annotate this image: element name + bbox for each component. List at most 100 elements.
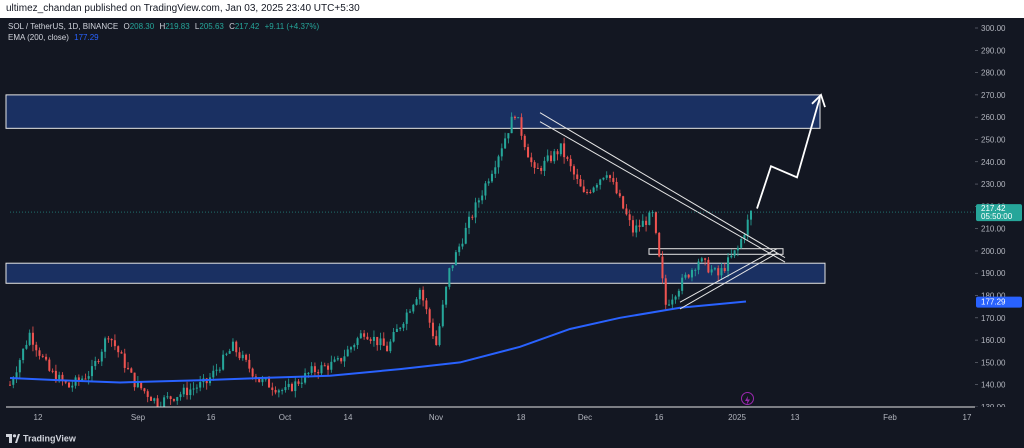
candle-body xyxy=(359,333,362,339)
candle-body xyxy=(451,265,454,269)
candle-body xyxy=(277,390,280,393)
candle-body xyxy=(327,365,330,370)
close-value: 217.42 xyxy=(234,22,260,31)
candle-body xyxy=(635,225,638,233)
candle-body xyxy=(671,299,674,305)
candle-body xyxy=(523,135,526,148)
time-label: Sep xyxy=(131,413,146,422)
candle-body xyxy=(336,358,339,360)
ema-label: EMA (200, close) xyxy=(8,33,69,42)
candle-body xyxy=(707,259,710,273)
candle-body xyxy=(163,397,166,407)
time-axis-bg xyxy=(0,407,1024,428)
candle-body xyxy=(22,348,25,361)
candle-body xyxy=(84,378,87,380)
candle-body xyxy=(179,394,182,398)
time-label: 14 xyxy=(344,413,353,422)
price-chart[interactable]: 300.00 290.00 280.00 270.00 260.00 250.00 240.… xyxy=(0,18,1024,428)
candle-body xyxy=(530,157,533,163)
ema-price-label: 177.29 xyxy=(981,298,1006,307)
candle-body xyxy=(228,350,231,354)
candle-body xyxy=(736,247,739,251)
candle-body xyxy=(64,380,67,383)
candle-body xyxy=(428,309,431,323)
candle-body xyxy=(520,117,523,136)
candle-body xyxy=(297,381,300,384)
candle-body xyxy=(77,377,80,381)
projection-path xyxy=(756,96,821,209)
candle-body xyxy=(130,368,133,373)
candle-body xyxy=(490,173,493,182)
last-price-label: 217.42 xyxy=(981,204,1006,213)
candle-body xyxy=(684,274,687,278)
candle-body xyxy=(664,278,667,305)
drawings-layer xyxy=(10,93,975,310)
zones-layer xyxy=(5,94,826,284)
candle-body xyxy=(723,268,726,272)
candle-body xyxy=(582,186,585,193)
candle-body xyxy=(569,158,572,167)
candle-body xyxy=(25,344,28,349)
price-tick-label: 190.00 xyxy=(981,269,1006,278)
candle-body xyxy=(238,352,241,359)
candle-body xyxy=(743,234,746,240)
candle-body xyxy=(120,352,123,354)
candle-body xyxy=(281,390,284,392)
candle-body xyxy=(510,116,513,134)
candle-body xyxy=(641,220,644,227)
candle-body xyxy=(749,210,753,220)
candle-body xyxy=(287,383,290,388)
ascending-trendline-lower xyxy=(679,248,778,303)
tradingview-logo[interactable]: TradingView xyxy=(6,433,76,444)
candle-body xyxy=(717,268,720,276)
open-label: O xyxy=(123,22,130,31)
price-axis[interactable]: 300.00 290.00 280.00 270.00 260.00 250.00 240.… xyxy=(975,18,1024,428)
ema-legend: EMA (200, close) 177.29 xyxy=(8,33,99,42)
high-label: H xyxy=(159,22,166,31)
candle-body xyxy=(310,366,313,373)
support-zone xyxy=(5,262,826,284)
candle-body xyxy=(340,358,343,362)
candle-body xyxy=(700,258,703,262)
candle-body xyxy=(405,312,408,324)
tradingview-logo-icon xyxy=(6,434,20,444)
candle-body xyxy=(638,225,641,227)
candle-body xyxy=(402,323,405,328)
candle-body xyxy=(720,268,723,276)
price-tick-label: 240.00 xyxy=(981,158,1006,167)
candle-body xyxy=(41,355,44,357)
candle-body xyxy=(481,195,484,201)
candle-body xyxy=(182,387,185,395)
close-label: C xyxy=(229,22,235,31)
candle-body xyxy=(536,167,539,169)
candle-body xyxy=(608,175,612,179)
candle-body xyxy=(192,388,195,390)
candle-body xyxy=(366,336,369,340)
candle-body xyxy=(172,399,175,401)
candle-body xyxy=(687,274,690,278)
candle-body xyxy=(245,354,248,360)
time-axis[interactable]: 12 Sep 16 Oct 14 Nov 18 Dec 16 2025 13 Feb 17 xyxy=(0,406,1024,428)
lightning-glyph xyxy=(745,396,750,405)
price-tick-label: 270.00 xyxy=(981,91,1006,100)
candle-body xyxy=(681,277,684,291)
candle-body xyxy=(566,157,569,159)
price-tick-label: 260.00 xyxy=(981,113,1006,122)
candle-body xyxy=(330,361,333,370)
price-tick-label: 250.00 xyxy=(981,135,1006,144)
candle-body xyxy=(454,252,457,266)
candle-body xyxy=(422,289,425,301)
candle-body xyxy=(392,331,395,342)
ema-price-badge xyxy=(976,296,1022,308)
candle-body xyxy=(274,389,277,393)
candle-body xyxy=(290,383,293,391)
lightning-icon[interactable] xyxy=(741,392,754,405)
candle-body xyxy=(81,378,84,381)
candle-body xyxy=(28,332,31,345)
candle-body xyxy=(186,387,189,396)
candle-body xyxy=(212,370,215,378)
candle-body xyxy=(386,345,389,352)
candle-body xyxy=(431,322,434,337)
candle-body xyxy=(146,391,149,397)
